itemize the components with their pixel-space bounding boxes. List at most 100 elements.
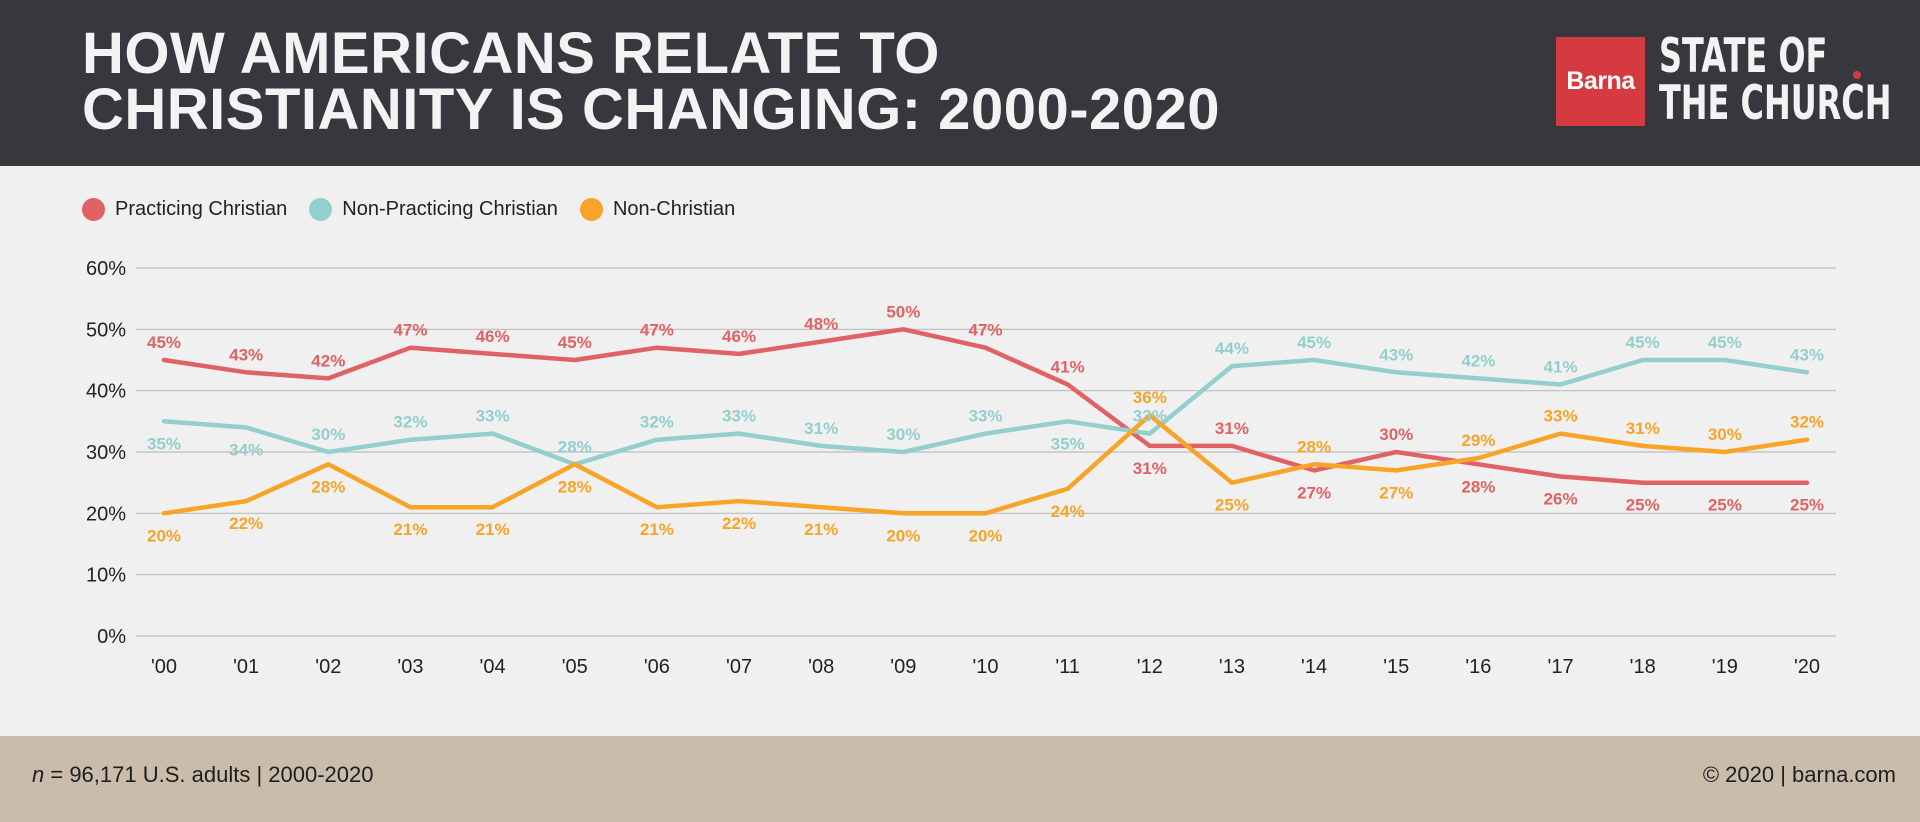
legend-item-non-practicing: Non-Practicing Christian: [309, 197, 558, 221]
data-label: 21%: [640, 520, 674, 539]
barna-logo: Barna: [1556, 37, 1645, 126]
y-tick-label: 10%: [86, 565, 126, 587]
footer-bar: n = 96,171 U.S. adults | 2000-2020 © 202…: [0, 736, 1920, 822]
data-label: 28%: [558, 437, 592, 456]
data-label: 28%: [558, 477, 592, 496]
data-label: 36%: [1133, 388, 1167, 407]
data-label: 31%: [1215, 419, 1249, 438]
data-label: 26%: [1544, 490, 1578, 509]
x-tick-label: '15: [1383, 656, 1409, 678]
x-tick-label: '08: [808, 656, 834, 678]
y-tick-label: 20%: [86, 503, 126, 525]
legend-item-non-christian: Non-Christian: [579, 197, 736, 221]
x-tick-label: '10: [972, 656, 998, 678]
x-tick-label: '04: [480, 656, 506, 678]
data-label: 29%: [1461, 431, 1495, 450]
x-tick-label: '16: [1465, 656, 1491, 678]
data-label: 22%: [229, 514, 263, 533]
data-label: 33%: [1133, 407, 1167, 426]
data-label: 33%: [476, 407, 510, 426]
legend-dot-non-christian-icon: [579, 197, 603, 221]
x-tick-label: '13: [1219, 656, 1245, 678]
data-label: 25%: [1790, 496, 1824, 515]
data-label: 24%: [1051, 502, 1085, 521]
y-tick-label: 60%: [86, 258, 126, 280]
data-label: 31%: [1133, 459, 1167, 478]
x-tick-label: '19: [1712, 656, 1738, 678]
x-tick-label: '00: [151, 656, 177, 678]
x-tick-label: '14: [1301, 656, 1327, 678]
data-label: 41%: [1051, 358, 1085, 377]
data-label: 30%: [1379, 425, 1413, 444]
data-label: 45%: [1708, 333, 1742, 352]
data-label: 43%: [1790, 345, 1824, 364]
data-label: 30%: [1708, 425, 1742, 444]
data-label: 45%: [1297, 333, 1331, 352]
page-title: HOW AMERICANS RELATE TO CHRISTIANITY IS …: [82, 21, 1220, 139]
data-label: 46%: [722, 327, 756, 346]
data-label: 41%: [1544, 358, 1578, 377]
data-label: 27%: [1379, 483, 1413, 502]
data-label: 32%: [640, 413, 674, 432]
data-label: 28%: [311, 477, 345, 496]
sample-n-symbol: n: [32, 762, 45, 787]
data-label: 31%: [1626, 419, 1660, 438]
x-tick-label: '09: [890, 656, 916, 678]
sample-size-text: = 96,171 U.S. adults | 2000-2020: [44, 762, 374, 787]
legend-dot-non-practicing-icon: [309, 197, 333, 221]
data-label: 28%: [1297, 437, 1331, 456]
data-label: 25%: [1626, 496, 1660, 515]
data-label: 30%: [311, 425, 345, 444]
data-label: 45%: [147, 333, 181, 352]
x-tick-label: '17: [1548, 656, 1574, 678]
data-label: 47%: [640, 321, 674, 340]
data-label: 48%: [804, 315, 838, 334]
x-tick-label: '01: [233, 656, 259, 678]
legend-dot-practicing-icon: [82, 197, 105, 221]
y-tick-label: 40%: [86, 381, 126, 403]
data-label: 42%: [1461, 351, 1495, 370]
data-label: 31%: [804, 419, 838, 438]
copyright-note: © 2020 | barna.com: [1702, 762, 1896, 787]
series-line-2: [161, 412, 1810, 516]
y-tick-label: 50%: [86, 319, 126, 341]
sample-size-note: n = 96,171 U.S. adults | 2000-2020: [32, 762, 373, 788]
data-label: 20%: [968, 526, 1002, 545]
data-label: 34%: [229, 440, 263, 459]
brand-line-2: THE CHURCH: [1659, 76, 1892, 131]
state-of-the-church-logo: STATE OF THE CHURCH: [1659, 33, 1891, 127]
brand-line-1: STATE OF: [1659, 29, 1828, 84]
x-tick-label: '11: [1055, 656, 1080, 678]
legend-label-practicing: Practicing Christian: [115, 197, 288, 220]
data-label: 21%: [393, 520, 427, 539]
title-line-1: HOW AMERICANS RELATE TO: [82, 21, 940, 86]
data-label: 33%: [968, 407, 1002, 426]
header-bar: HOW AMERICANS RELATE TO CHRISTIANITY IS …: [0, 0, 1920, 166]
y-tick-label: 0%: [97, 626, 126, 648]
x-tick-label: '18: [1630, 656, 1656, 678]
x-tick-label: '12: [1137, 656, 1163, 678]
data-label: 25%: [1708, 496, 1742, 515]
data-label: 25%: [1215, 496, 1249, 515]
data-label: 35%: [147, 434, 181, 453]
data-label: 47%: [968, 321, 1002, 340]
data-label: 45%: [558, 333, 592, 352]
series-line-1: [161, 357, 1810, 467]
data-label: 50%: [886, 302, 920, 321]
legend-item-practicing: Practicing Christian: [82, 197, 288, 221]
data-label: 47%: [393, 321, 427, 340]
x-tick-label: '02: [315, 656, 341, 678]
legend-label-non-christian: Non-Christian: [612, 197, 736, 220]
data-label: 32%: [393, 413, 427, 432]
data-label: 35%: [1051, 434, 1085, 453]
y-tick-label: 30%: [86, 442, 126, 464]
chart-legend: Practicing Christian Non-Practicing Chri…: [82, 196, 757, 222]
data-label: 42%: [311, 351, 345, 370]
data-label: 33%: [1544, 407, 1578, 426]
x-tick-label: '03: [397, 656, 423, 678]
data-label: 28%: [1461, 477, 1495, 496]
brand-accent-dot-icon: [1853, 71, 1861, 79]
legend-label-non-practicing: Non-Practicing Christian: [342, 197, 558, 220]
data-label: 20%: [147, 526, 181, 545]
x-tick-label: '20: [1794, 656, 1820, 678]
